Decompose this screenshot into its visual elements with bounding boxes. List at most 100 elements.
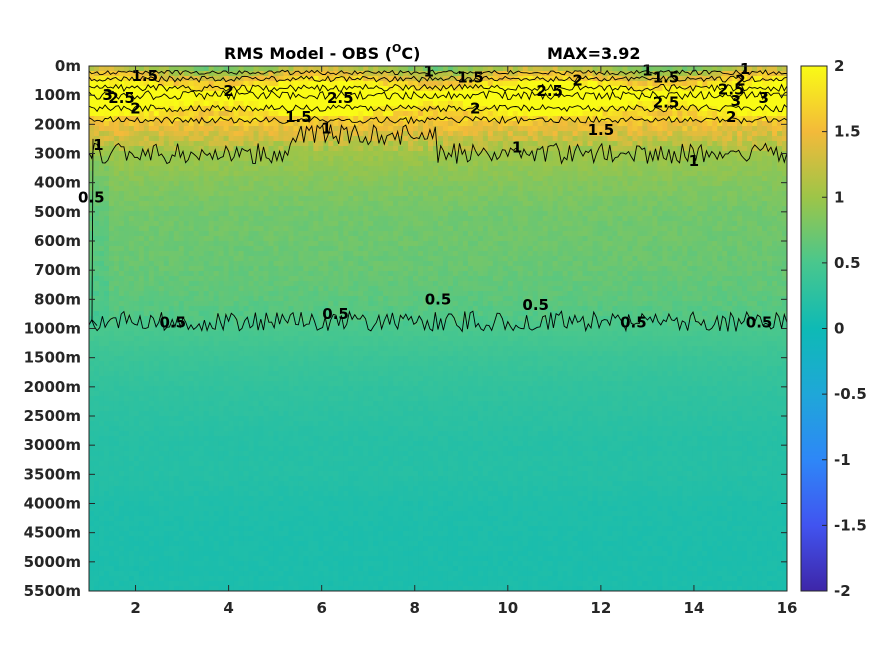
heatmap-cell [712,126,718,132]
heatmap-cell [328,66,334,72]
heatmap-cell [462,181,469,187]
heatmap-cell [238,241,245,247]
heatmap-cell [567,101,574,107]
heatmap-cell [602,206,609,212]
heatmap-cell [163,146,170,152]
heatmap-cell [457,231,464,237]
heatmap-cell [268,176,275,182]
heatmap-cell [462,91,469,97]
heatmap-cell [283,171,290,177]
heatmap-cell [348,126,354,132]
heatmap-cell [248,81,255,87]
heatmap-cell [123,231,130,237]
heatmap-cell [682,81,688,87]
heatmap-cell [148,76,155,82]
heatmap-cell [487,196,494,202]
heatmap-cell [592,96,599,102]
heatmap-cell [772,211,778,217]
heatmap-cell [228,146,235,152]
heatmap-cell [737,211,743,217]
heatmap-cell [727,76,733,82]
heatmap-cell [158,206,165,212]
heatmap-cell [702,91,708,97]
heatmap-cell [348,221,354,227]
heatmap-cell [308,201,314,207]
heatmap-cell [388,181,394,187]
heatmap-cell [388,156,394,162]
heatmap-cell [572,96,579,102]
heatmap-cell [373,206,379,212]
heatmap-cell [233,166,240,172]
heatmap-cell [597,121,604,127]
heatmap-cell [672,86,678,92]
heatmap-cell [707,176,713,182]
heatmap-cell [532,166,539,172]
heatmap-cell [238,116,245,122]
heatmap-cell [413,191,419,197]
heatmap-cell [442,221,449,227]
heatmap-cell [517,86,524,92]
heatmap-cell [103,126,110,132]
heatmap-cell [542,86,549,92]
heatmap-cell [93,216,100,222]
heatmap-cell [782,111,787,117]
heatmap-cell [253,206,260,212]
heatmap-cell [532,146,539,152]
heatmap-cell [467,216,474,222]
heatmap-cell [373,151,379,157]
heatmap-cell [233,131,240,137]
heatmap-cell [213,226,220,232]
heatmap-cell [452,131,459,137]
heatmap-cell [123,101,130,107]
heatmap-cell [89,166,95,172]
heatmap-cell [263,161,270,167]
heatmap-cell [358,181,364,187]
heatmap-cell [482,226,489,232]
heatmap-cell [348,211,354,217]
heatmap-cell [737,176,743,182]
heatmap-cell [238,191,245,197]
heatmap-cell [662,221,668,227]
heatmap-cell [418,91,424,97]
heatmap-cell [123,86,130,92]
heatmap-cell [492,136,499,142]
heatmap-cell [148,101,155,107]
heatmap-cell [712,236,718,242]
heatmap-cell [138,181,145,187]
heatmap-cell [442,171,449,177]
heatmap-cell [542,116,549,122]
heatmap-cell [303,161,309,167]
heatmap-cell [767,176,773,182]
heatmap-cell [258,116,265,122]
heatmap-cell [368,106,374,112]
heatmap-cell [542,166,549,172]
heatmap-cell [413,131,419,137]
heatmap-cell [542,126,549,132]
heatmap-cell [108,111,115,117]
heatmap-cell [208,126,215,132]
heatmap-cell [333,131,339,137]
heatmap-cell [358,131,364,137]
heatmap-cell [717,136,723,142]
heatmap-cell [687,116,693,122]
heatmap-cell [657,166,663,172]
heatmap-cell [108,126,115,132]
heatmap-cell [642,101,648,107]
heatmap-cell [547,211,554,217]
heatmap-cell [328,221,334,227]
heatmap-cell [413,161,419,167]
heatmap-cell [652,141,658,147]
heatmap-cell [268,171,275,177]
heatmap-cell [258,226,265,232]
heatmap-cell [737,206,743,212]
heatmap-cell [308,181,314,187]
heatmap-cell [158,131,165,137]
heatmap-cell [647,96,653,102]
heatmap-cell [517,186,524,192]
heatmap-cell [338,91,344,97]
heatmap-cell [173,231,180,237]
heatmap-cell [353,206,359,212]
heatmap-cell [273,131,280,137]
heatmap-cell [542,196,549,202]
heatmap-cell [657,101,663,107]
